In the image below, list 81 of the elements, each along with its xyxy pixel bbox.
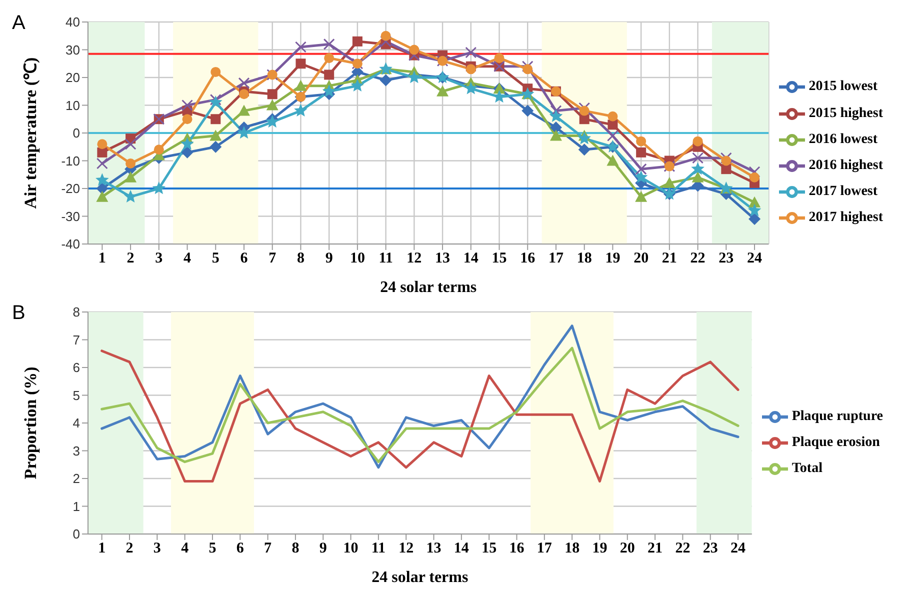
x-tick-label: 5	[212, 250, 220, 267]
x-tick-label: 2	[126, 540, 134, 557]
y-tick-label: 0	[72, 126, 80, 141]
x-tick-label: 21	[648, 540, 663, 557]
x-tick-label: 7	[264, 540, 272, 557]
x-tick-label: 14	[463, 250, 479, 267]
y-tick-label: -40	[61, 236, 80, 252]
x-tick-label: 1	[98, 250, 106, 267]
x-tick-label: 9	[319, 540, 327, 557]
x-tick-label: 19	[605, 250, 620, 267]
y-tick-label: 2	[72, 471, 80, 486]
legend-label: 2015 lowest	[808, 80, 878, 95]
x-tick-label: 8	[296, 250, 304, 267]
x-tick-label: 7	[268, 250, 277, 267]
y-tick-label: 4	[72, 416, 80, 431]
x-tick-label: 2	[126, 250, 134, 267]
legend-label: 2016 highest	[808, 158, 883, 174]
x-tick-label: 3	[155, 250, 163, 267]
x-axis-title: 24 solar terms	[372, 569, 468, 586]
x-tick-label: 4	[181, 540, 190, 557]
legend-label: 2016 lowest	[808, 132, 878, 147]
x-tick-label: 10	[343, 540, 358, 557]
y-axis-title: Proportion (%)	[21, 366, 40, 480]
x-tick-label: 24	[747, 250, 763, 267]
x-tick-label: 18	[576, 250, 592, 267]
x-tick-label: 5	[208, 540, 216, 557]
x-tick-label: 10	[350, 250, 365, 267]
x-tick-label: 15	[492, 250, 507, 267]
x-tick-label: 20	[620, 540, 635, 557]
legend-label: Plaque erosion	[792, 435, 880, 450]
x-tick-label: 6	[240, 250, 248, 267]
x-tick-label: 12	[406, 250, 422, 267]
x-tick-label: 12	[398, 540, 414, 557]
chart-title: A	[12, 12, 26, 35]
x-tick-label: 4	[184, 250, 192, 267]
x-tick-label: 20	[634, 250, 649, 267]
legend-label: 2017 highest	[808, 210, 883, 226]
y-tick-label: 7	[72, 332, 80, 348]
x-tick-label: 18	[564, 540, 580, 557]
y-axis-title: Air temperature (℃)	[21, 57, 40, 209]
y-tick-label: 40	[66, 14, 80, 30]
x-tick-label: 3	[153, 540, 161, 557]
x-tick-label: 11	[371, 540, 386, 557]
legend-label: Plaque rupture	[792, 408, 883, 424]
y-tick-label: 1	[72, 498, 80, 514]
x-tick-label: 6	[236, 540, 244, 557]
y-tick-label: 6	[72, 360, 80, 376]
y-tick-label: -20	[61, 181, 80, 196]
y-tick-label: 3	[72, 443, 80, 458]
x-tick-label: 17	[536, 540, 552, 557]
x-tick-label: 14	[454, 540, 470, 557]
x-tick-label: 23	[702, 540, 718, 557]
x-tick-label: 16	[509, 540, 525, 557]
x-tick-label: 8	[292, 540, 300, 557]
x-tick-label: 11	[378, 250, 393, 267]
x-tick-label: 9	[325, 250, 333, 267]
x-tick-label: 17	[548, 250, 564, 267]
legend-label: Total	[792, 461, 822, 476]
x-tick-label: 23	[718, 250, 734, 267]
legend-label: 2017 lowest	[808, 184, 878, 200]
x-tick-label: 13	[426, 540, 442, 557]
y-tick-label: 10	[66, 98, 80, 113]
y-tick-label: 8	[72, 304, 80, 320]
y-tick-label: -10	[61, 153, 80, 168]
legend-label: 2015 highest	[808, 106, 883, 121]
y-tick-label: 30	[66, 42, 80, 58]
x-tick-label: 16	[520, 250, 536, 267]
x-tick-label: 21	[662, 250, 677, 267]
x-tick-label: 19	[592, 540, 608, 557]
x-tick-label: 22	[690, 250, 706, 267]
chart-title: B	[12, 302, 26, 325]
x-tick-label: 24	[730, 540, 746, 557]
y-tick-label: -30	[61, 208, 80, 224]
y-tick-label: 5	[72, 388, 80, 403]
x-tick-label: 22	[675, 540, 690, 557]
x-tick-label: 15	[482, 540, 497, 557]
y-tick-label: 0	[72, 526, 80, 542]
x-axis-title: 24 solar terms	[380, 279, 477, 296]
y-tick-label: 20	[66, 70, 80, 86]
x-tick-label: 13	[435, 250, 450, 267]
x-tick-label: 1	[98, 540, 106, 557]
